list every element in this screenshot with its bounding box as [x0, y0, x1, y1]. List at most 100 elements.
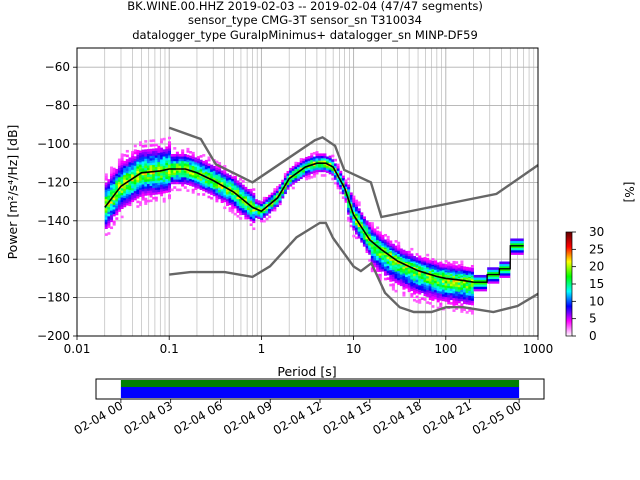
density-cell — [410, 295, 414, 298]
density-cell — [231, 197, 235, 200]
density-cell — [289, 172, 293, 176]
density-cell — [468, 274, 472, 277]
density-cell — [473, 288, 488, 292]
density-cell — [428, 267, 432, 270]
density-cell — [463, 274, 467, 278]
density-cell — [181, 179, 185, 182]
density-cell — [341, 187, 345, 190]
density-cell — [178, 188, 182, 192]
density-cell — [149, 176, 153, 180]
density-cell — [336, 170, 340, 174]
density-cell — [249, 211, 253, 215]
density-cell — [352, 225, 356, 229]
density-cell — [133, 165, 137, 169]
density-cell — [360, 240, 364, 243]
density-cell — [170, 181, 174, 185]
density-cell — [399, 251, 403, 254]
density-cell — [181, 183, 185, 187]
density-cell — [447, 294, 451, 298]
density-cell — [167, 185, 172, 188]
density-cell — [207, 181, 211, 185]
density-cell — [405, 250, 409, 254]
density-cell — [441, 282, 445, 286]
density-cell — [347, 191, 351, 195]
density-cell — [460, 310, 464, 313]
density-cell — [470, 273, 474, 276]
density-cell — [391, 253, 395, 257]
density-cell — [310, 166, 314, 170]
density-cell — [199, 164, 203, 167]
density-cell — [423, 277, 427, 281]
density-cell — [397, 256, 401, 260]
density-cell — [378, 239, 382, 243]
density-cell — [444, 292, 448, 295]
density-cell — [170, 172, 174, 176]
density-cell — [370, 227, 374, 231]
density-cell — [455, 293, 459, 297]
density-cell — [405, 279, 409, 282]
density-cell — [383, 242, 388, 245]
density-cell — [162, 149, 166, 152]
density-cell — [204, 180, 208, 184]
density-cell — [365, 248, 369, 251]
density-cell — [399, 269, 403, 273]
density-cell — [431, 284, 435, 288]
density-cell — [394, 264, 398, 268]
density-cell — [167, 180, 172, 184]
density-cell — [441, 291, 445, 295]
density-cell — [434, 294, 438, 298]
density-cell — [468, 268, 472, 272]
density-cell — [434, 280, 438, 284]
density-cell — [410, 257, 414, 261]
density-cell — [423, 257, 427, 260]
density-cell — [426, 257, 430, 261]
density-cell — [173, 165, 177, 169]
density-cell — [394, 251, 398, 254]
density-cell — [333, 177, 337, 180]
density-cell — [318, 155, 322, 159]
density-cell — [410, 261, 414, 265]
density-cell — [463, 267, 467, 271]
density-cell — [426, 285, 430, 288]
density-cell — [463, 301, 467, 305]
density-cell — [136, 163, 140, 167]
density-cell — [262, 201, 266, 205]
density-cell — [318, 164, 322, 168]
density-cell — [186, 180, 190, 183]
density-cell — [152, 160, 156, 163]
density-cell — [465, 292, 469, 296]
density-cell — [399, 249, 403, 253]
density-cell — [117, 202, 121, 205]
density-cell — [426, 280, 430, 284]
density-cell — [386, 268, 390, 271]
density-cell — [165, 162, 169, 166]
density-cell — [189, 151, 193, 154]
density-cell — [426, 262, 430, 265]
density-cell — [146, 151, 150, 154]
density-cell — [231, 183, 235, 186]
density-cell — [339, 191, 343, 195]
colorbar-scale — [565, 231, 573, 337]
density-cell — [125, 182, 129, 185]
density-cell — [378, 231, 382, 235]
density-cell — [470, 293, 474, 297]
density-cell — [336, 177, 340, 181]
density-cell — [265, 199, 269, 202]
density-cell — [178, 177, 182, 180]
density-cell — [167, 164, 172, 167]
density-cell — [457, 269, 461, 273]
y-axis-ticks: −60−80−100−120−140−160−180−200 — [37, 60, 77, 343]
density-cell — [131, 178, 135, 182]
density-cell — [181, 181, 185, 185]
density-cell — [299, 176, 303, 180]
density-cell — [167, 171, 172, 174]
density-cell — [373, 248, 377, 252]
density-cell — [249, 195, 253, 199]
density-cell — [146, 165, 150, 168]
density-cell — [381, 247, 385, 250]
density-cell — [104, 212, 108, 216]
density-cell — [310, 175, 314, 179]
density-cell — [167, 194, 172, 197]
density-cell — [131, 157, 135, 161]
density-cell — [141, 195, 145, 199]
